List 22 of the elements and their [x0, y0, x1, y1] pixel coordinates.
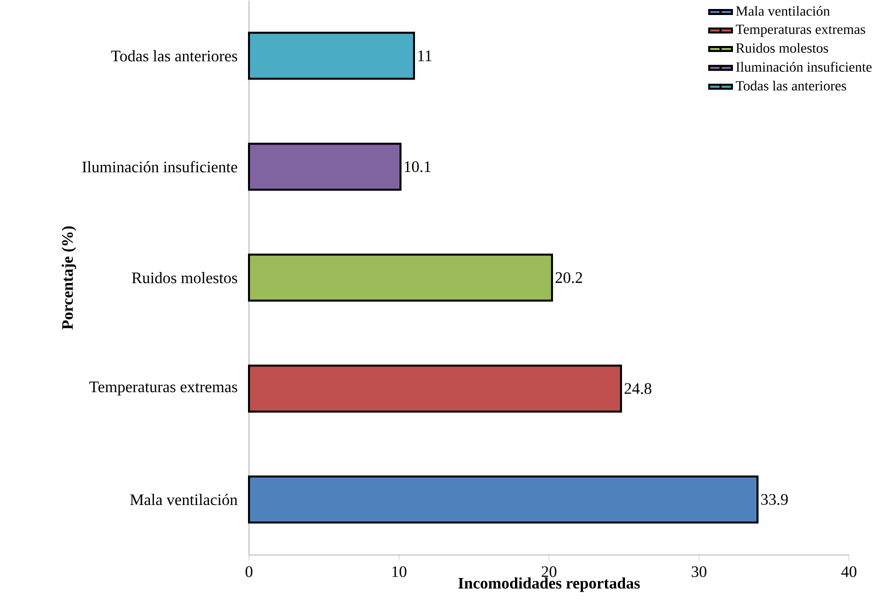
data-label: 24.8 — [624, 383, 652, 394]
y-tick-label: Todas las anteriores — [111, 50, 238, 62]
x-axis-title: Incomodidades reportadas — [458, 577, 640, 592]
x-tick-label: 30 — [692, 566, 706, 578]
y-tick-label: Iluminación insuficiente — [82, 161, 238, 172]
legend-label: Ruidos molestos — [736, 42, 828, 53]
legend-label: Temperaturas extremas — [736, 24, 866, 37]
y-tick-label: Ruidos molestos — [132, 272, 238, 284]
data-label: 33.9 — [761, 494, 788, 505]
x-tick-label: 20 — [542, 566, 556, 578]
data-label: 20.2 — [556, 272, 582, 284]
x-tick-label: 40 — [841, 566, 856, 578]
y-axis-title: Porcentaje (%) — [62, 226, 76, 330]
legend-label: Mala ventilación — [736, 6, 830, 16]
y-tick-label: Temperaturas extremas — [89, 382, 238, 396]
data-label: 10.1 — [404, 161, 430, 172]
legend-label: Todas las anteriores — [736, 80, 846, 91]
y-tick-label: Mala ventilación — [130, 494, 238, 506]
x-tick-label: 0 — [246, 566, 252, 578]
legend-label: Iluminación insuficiente — [736, 62, 872, 72]
x-tick-label: 10 — [392, 566, 406, 578]
data-label: 11 — [418, 50, 432, 62]
